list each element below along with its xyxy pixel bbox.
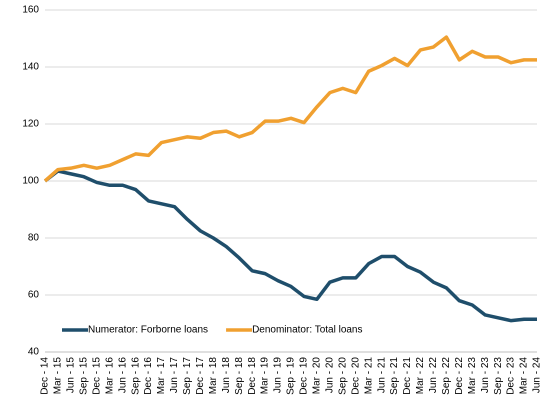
x-tick-label: Jun - 15: [66, 357, 77, 394]
x-tick-label: Jun - 19: [273, 357, 284, 394]
x-tick-label: Dec - 15: [91, 357, 102, 395]
y-tick-label: 60: [28, 290, 40, 301]
x-tick-label: Dec - 23: [506, 357, 517, 395]
x-tick-label: Sep - 19: [286, 357, 297, 395]
x-tick-label: Jun - 18: [221, 357, 232, 394]
x-tick-label: Dec - 19: [299, 357, 310, 395]
x-tick-label: Mar - 18: [208, 357, 219, 395]
x-tick-label: Dec - 22: [454, 357, 465, 395]
x-tick-label: Sep - 17: [182, 357, 193, 395]
x-tick-label: Sep - 20: [337, 357, 348, 395]
y-tick-label: 100: [22, 176, 39, 187]
x-tick-label: Sep - 16: [130, 357, 141, 395]
x-tick-label: Sep - 15: [78, 357, 89, 395]
y-tick-label: 40: [28, 347, 40, 358]
x-tick-label: Sep - 23: [493, 357, 504, 395]
x-tick-label: Jun - 20: [324, 357, 335, 394]
x-tick-label: Sep - 21: [389, 357, 400, 395]
x-tick-label: Mar - 15: [53, 357, 64, 395]
x-tick-label: Dec - 21: [402, 357, 413, 395]
x-tick-label: Jun - 17: [169, 357, 180, 394]
series-line: [43, 169, 537, 323]
y-tick-label: 120: [22, 119, 39, 130]
x-tick-label: Mar - 20: [312, 357, 323, 395]
x-tick-label: Sep - 22: [441, 357, 452, 395]
x-tick-label: Dec - 17: [195, 357, 206, 395]
x-tick-label: Mar - 21: [363, 357, 374, 395]
x-tick-label: Dec - 18: [247, 357, 258, 395]
x-tick-label: Mar - 22: [415, 357, 426, 395]
x-tick-label: Jun - 16: [117, 357, 128, 394]
series-line: [43, 35, 537, 183]
x-tick-label: Dec - 16: [143, 357, 154, 395]
x-tick-label: Jun - 21: [376, 357, 387, 394]
x-tick-label: Mar - 17: [156, 357, 167, 395]
x-tick-label: Jun - 24: [532, 357, 543, 394]
legend-label: Denominator: Total loans: [252, 325, 362, 336]
x-tick-label: Dec - 20: [350, 357, 361, 395]
x-tick-label: Mar - 16: [104, 357, 115, 395]
x-tick-label: Mar - 23: [467, 357, 478, 395]
y-tick-label: 140: [22, 62, 39, 73]
x-tick-label: Mar - 19: [260, 357, 271, 395]
x-tick-label: Sep - 18: [234, 357, 245, 395]
x-tick-label: Dec - 14: [40, 357, 51, 395]
x-tick-label: Jun - 22: [428, 357, 439, 394]
x-tick-label: Jun - 23: [480, 357, 491, 394]
legend-label: Numerator: Forborne loans: [88, 325, 208, 336]
y-tick-label: 160: [22, 5, 39, 16]
x-tick-label: Mar - 24: [519, 357, 530, 395]
y-tick-label: 80: [28, 233, 40, 244]
